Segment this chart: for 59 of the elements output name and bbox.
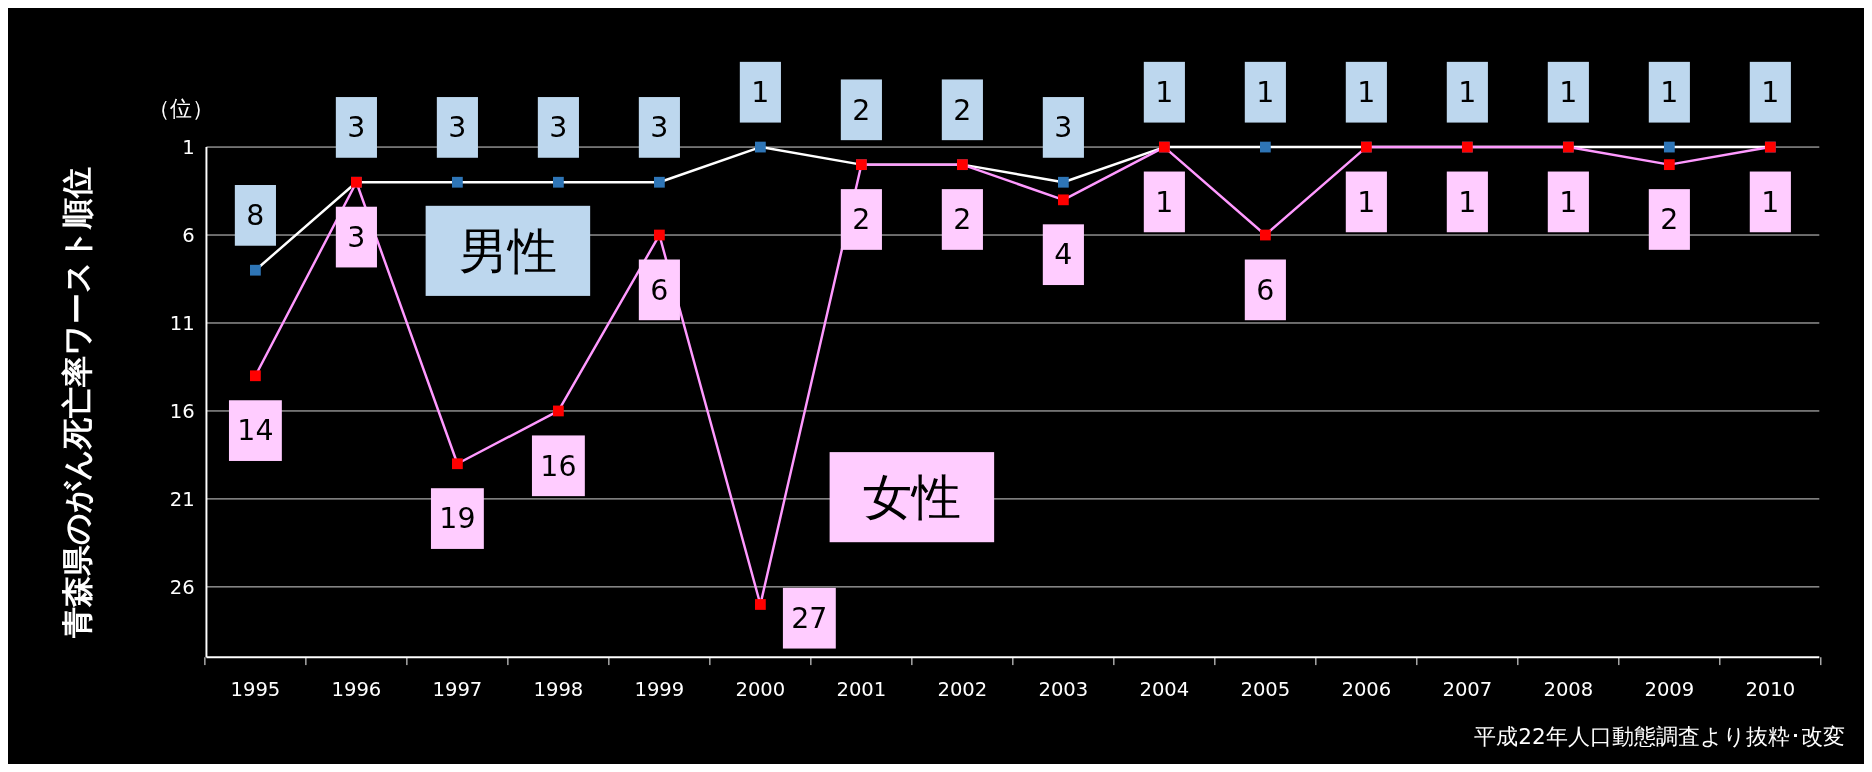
x-tick-label: 2002 [937,678,988,702]
data-label: 1 [1357,76,1376,110]
data-label: 2 [852,203,871,237]
data-label: 3 [448,111,467,145]
data-label: 3 [1054,111,1073,145]
data-label: 2 [1660,203,1679,237]
data-label: 3 [549,111,568,145]
data-label: 1 [1660,76,1679,110]
data-label: 6 [650,273,669,307]
data-label: 3 [347,111,366,145]
data-label: 1 [1458,76,1477,110]
y-tick-label: 6 [182,223,195,247]
data-label: 1 [1559,185,1578,219]
text: （位） [147,95,214,121]
data-label: 1 [1761,76,1780,110]
data-label: 2 [953,203,972,237]
x-tick-label: 1996 [331,678,382,702]
y-tick-label: 11 [169,311,195,335]
y-tick-label: 26 [169,575,195,599]
x-tick-label: 1997 [432,678,483,702]
y-axis-title: 青森県のがん死亡率ワースト順位 [58,166,95,639]
data-label: 1 [1256,76,1275,110]
x-tick-label: 2004 [1139,678,1190,702]
series-label: 女性 [862,468,961,526]
x-tick-label: 2009 [1644,678,1695,702]
x-tick-label: 2003 [1038,678,1089,702]
data-label: 1 [751,76,770,110]
data-label: 1 [1155,185,1174,219]
data-label: 2 [953,93,972,127]
text: 平成22年人口動態調査より抜粋･改変 [1474,724,1845,750]
data-label: 16 [540,449,577,483]
x-tick-label: 1999 [634,678,685,702]
x-tick-label: 2010 [1745,678,1796,702]
data-label: 19 [439,502,476,536]
data-label: 1 [1357,185,1376,219]
y-tick-label: 21 [169,487,195,511]
data-label: 1 [1458,185,1477,219]
y-tick-label: 1 [182,135,195,159]
x-tick-label: 2006 [1341,678,1392,702]
x-tick-label: 2005 [1240,678,1291,702]
x-tick-label: 1998 [533,678,584,702]
y-tick-label: 16 [169,399,195,423]
x-tick-label: 1995 [230,678,281,702]
data-label: 8 [246,199,265,233]
x-tick-label: 2008 [1543,678,1594,702]
data-label: 6 [1256,273,1275,307]
x-tick-label: 2000 [735,678,786,702]
data-label: 4 [1054,238,1073,272]
series-label: 男性 [458,222,557,280]
data-label: 3 [347,220,366,254]
data-label: 2 [852,93,871,127]
x-tick-label: 2001 [836,678,887,702]
data-label: 27 [791,601,828,635]
data-label: 1 [1559,76,1578,110]
data-label: 14 [237,414,274,448]
x-tick-label: 2007 [1442,678,1493,702]
data-label: 1 [1761,185,1780,219]
data-label: 3 [650,111,669,145]
data-label: 1 [1155,76,1174,110]
